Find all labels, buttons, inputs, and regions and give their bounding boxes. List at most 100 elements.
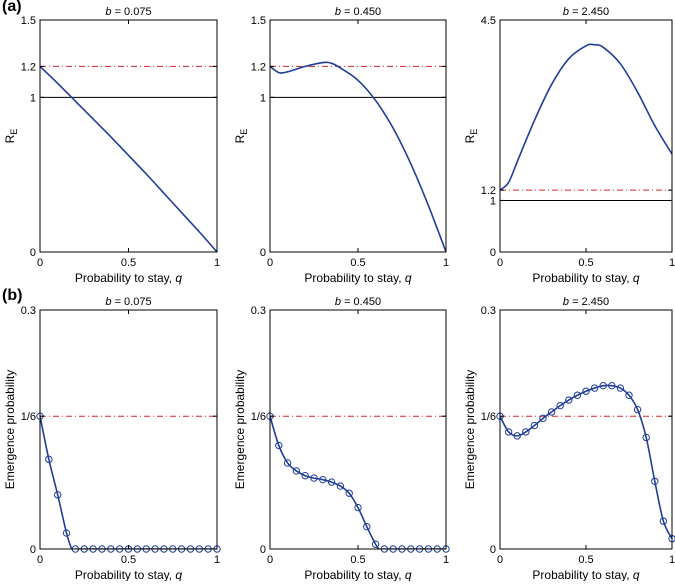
chart-1-ylabel-main: R [3,134,17,143]
chart-3-xlabel-var: q [633,271,640,285]
chart-6-marker [573,391,582,399]
chart-5-group: 0 0.5 1 0 1/6 0.3 b = 0.450 Probability to stay… [233,296,450,582]
chart-4-ylabel-main: Emergence probability [3,370,17,489]
chart-1-title-var: b [105,6,111,18]
chart-6-marker [565,396,573,404]
chart-2-group: 0 0.5 1 0 1 1.2 1.5 b = 0.450 Probability to sta… [233,6,449,285]
chart-4-x-tick-label: 1 [214,554,220,566]
chart-6-xlabel: Probability to stay, q [532,568,640,581]
chart-6-marker [530,421,539,430]
chart-1-x-tick-label: 1 [214,257,220,269]
chart-4-group: 0 0.5 1 0 1/6 0.3 b = 0.075 Probability to stay… [3,296,221,582]
chart-6-title-var: b [563,296,569,308]
chart-5-marker [336,482,345,490]
chart-6-ylabel: Emergence probability [463,370,477,489]
chart-4-marker [45,455,53,464]
chart-2-ylabel-main: R [233,134,247,143]
chart-6-marker [651,477,659,485]
chart-6-axes-box [499,309,673,550]
chart-4-y-tick-label: 0.3 [21,305,36,317]
chart-3-y-tick-label: 1 [490,195,496,207]
chart-6-x-tick-label: 0.5 [578,554,593,566]
chart-6-marker [599,381,607,390]
chart-3-x-tick-label: 0.5 [578,257,593,269]
chart-1-x-tick-label: 0 [37,257,43,269]
chart-2-xlabel-var: q [405,271,412,285]
chart-2-y-tick-label: 1 [260,92,266,104]
chart-5-marker [345,489,353,497]
chart-5-marker [327,478,336,486]
chart-6-group: 0 0.5 1 0 1/6 0.3 b = 2.450 Probability to stay… [463,296,675,582]
chart-6-x-tick-label: 0 [497,554,503,566]
chart-5-marker [292,467,301,475]
chart-2-x-tick-label: 0 [267,257,273,269]
chart-6-marker [513,432,521,440]
chart-1-series-line [40,65,217,252]
chart-3-axes-box [499,19,673,253]
chart-5-marker [319,475,327,484]
chart-6-marker [616,384,625,392]
chart-5-title-var: b [335,296,341,308]
chart-5-ylabel-main: Emergence probability [233,370,247,489]
chart-4-title-var: b [105,296,111,308]
chart-4-marker [54,491,62,499]
chart-6-title: b = 2.450 [563,296,609,308]
chart-1-y-tick-label: 1 [30,92,36,104]
chart-4-series-line [40,416,217,549]
chart-6-marker [547,408,556,416]
chart-4-x-tick-label: 0.5 [121,554,136,566]
chart-3-title-value: = 2.450 [569,6,609,18]
chart-6-marker [625,391,633,399]
chart-5-marker [363,522,371,531]
chart-1-y-tick-label: 1.5 [21,15,36,27]
chart-5-marker [275,441,283,450]
chart-6-marker [633,405,642,414]
chart-2-xlabel-text: Probability to stay, [304,271,405,285]
chart-5-xlabel-var: q [405,568,412,581]
chart-2-y-tick-label: 1.5 [251,15,266,27]
chart-5-ylabel: Emergence probability [233,370,247,489]
chart-6-y-tick-label: 0.3 [481,305,496,317]
chart-5-xlabel: Probability to stay, q [304,568,412,581]
chart-4-x-tick-label: 0 [37,554,43,566]
chart-6-xlabel-text: Probability to stay, [532,568,633,581]
chart-3-ylabel: RE [463,129,479,144]
chart-2-title-value: = 0.450 [341,6,381,18]
chart-6-ylabel-main: Emergence probability [463,370,477,489]
chart-6-y-tick-label: 1/6 [481,411,496,423]
chart-3-x-tick-label: 1 [669,257,675,269]
chart-6-marker [608,381,616,390]
chart-6-marker [556,401,564,410]
chart-3-y-tick-label: 0 [490,247,496,259]
chart-2-xlabel: Probability to stay, q [304,271,412,285]
chart-2-y-tick-label: 1.2 [251,61,266,73]
chart-4-axes-box [39,309,218,550]
chart-5-marker [354,503,362,512]
chart-3-title-var: b [563,6,569,18]
chart-6-marker [582,387,590,395]
chart-4-ylabel: Emergence probability [3,370,17,489]
chart-1-x-tick-label: 0.5 [121,257,136,269]
chart-1-title-value: = 0.075 [112,6,152,18]
chart-6-series-line [500,384,672,540]
chart-1-xlabel: Probability to stay, q [75,271,183,285]
chart-2-ylabel-sub: E [239,129,249,135]
chart-1-ylabel-sub: E [9,129,19,135]
chart-2-axes-box [269,19,447,253]
chart-5-x-tick-label: 0 [267,554,273,566]
chart-1-xlabel-text: Probability to stay, [75,271,176,285]
chart-3-xlabel: Probability to stay, q [532,271,640,285]
chart-1-xlabel-var: q [175,271,182,285]
chart-1-title: b = 0.075 [105,6,151,18]
chart-2-ylabel: RE [233,129,249,144]
chart-1-y-tick-label: 0 [30,247,36,259]
chart-1-ylabel: RE [3,129,19,144]
chart-5-y-tick-label: 0.3 [251,305,266,317]
chart-6-marker [659,517,668,525]
chart-4-xlabel-text: Probability to stay, [75,568,176,581]
chart-5-x-tick-label: 1 [443,554,449,566]
chart-4-title-value: = 0.075 [112,296,152,308]
